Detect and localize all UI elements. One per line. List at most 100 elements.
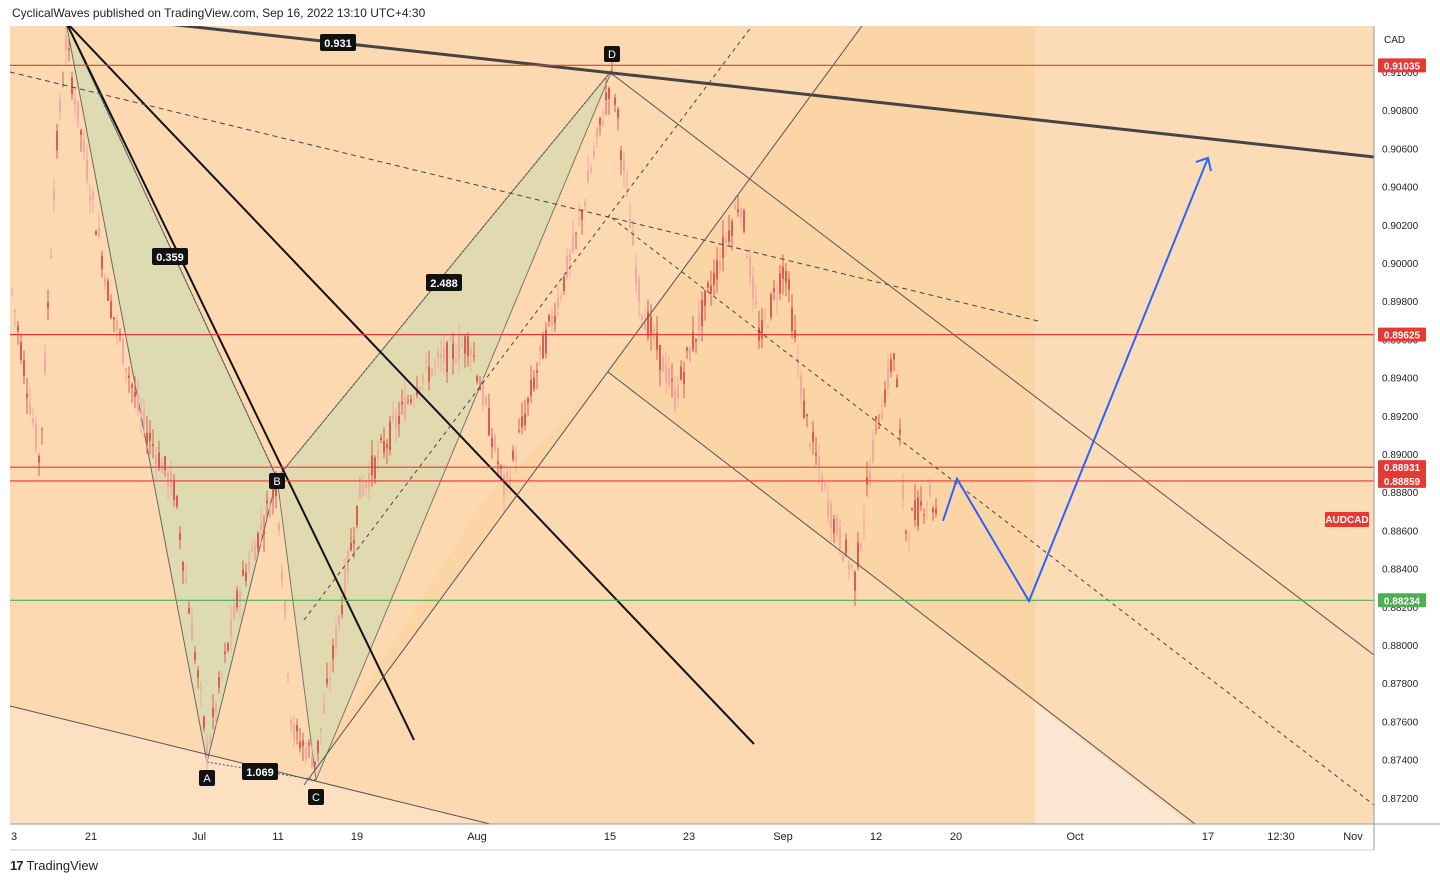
ratio-label-1[interactable]: 0.359 xyxy=(152,248,188,265)
y-tick-label: 0.90800 xyxy=(1382,106,1419,117)
candle-body xyxy=(491,437,493,448)
candle-body xyxy=(290,719,292,727)
candle-body xyxy=(26,393,28,398)
candle-body xyxy=(89,197,91,202)
candle-body xyxy=(704,290,706,306)
dashed-midline-lower[interactable] xyxy=(611,217,1374,806)
point-label: C xyxy=(312,792,320,804)
y-tick-label: 0.87600 xyxy=(1382,717,1419,728)
symbol-badge[interactable]: AUDCAD xyxy=(1325,512,1369,527)
candle-body xyxy=(581,210,583,220)
candle-body xyxy=(167,472,169,487)
candle-body xyxy=(596,128,598,138)
x-tick-label: 19 xyxy=(351,831,363,843)
candle-body xyxy=(236,590,238,608)
candle-body xyxy=(218,676,220,688)
channel-rising-edge[interactable] xyxy=(303,26,863,786)
candle-body xyxy=(533,377,535,389)
ratio-badge xyxy=(426,274,462,291)
projection-path[interactable] xyxy=(942,157,1209,604)
candle-body xyxy=(182,561,184,572)
candle-body xyxy=(422,374,424,381)
candle-body xyxy=(242,569,244,576)
candle-body xyxy=(509,477,511,488)
candle-body xyxy=(47,302,49,309)
candle-body xyxy=(743,210,745,232)
harmonic-point-d[interactable]: D xyxy=(604,46,620,62)
candle-body xyxy=(593,150,595,157)
ratio-label-0[interactable]: 0.931 xyxy=(320,34,356,51)
candle-body xyxy=(578,218,580,220)
candle-body xyxy=(641,315,643,320)
channel-upper[interactable] xyxy=(611,73,1374,656)
trendline-outer[interactable] xyxy=(66,22,755,745)
ratio-text: 0.359 xyxy=(156,252,184,264)
candle-body xyxy=(452,343,454,360)
candle-body xyxy=(314,761,316,766)
ratio-label-3[interactable]: 1.069 xyxy=(242,763,278,780)
candle-body xyxy=(488,407,490,436)
candle-body xyxy=(212,707,214,717)
candle-body xyxy=(782,266,784,279)
candle-body xyxy=(203,716,205,729)
candle-body xyxy=(479,386,481,391)
ratio-badge xyxy=(320,34,356,51)
ratio-label-2[interactable]: 2.488 xyxy=(426,274,462,291)
candle-body xyxy=(884,389,886,403)
y-tick-label: 0.88800 xyxy=(1382,488,1419,499)
harmonic-point-a[interactable]: A xyxy=(199,770,215,786)
y-tick-label: 0.90400 xyxy=(1382,183,1419,194)
currency-label: CAD xyxy=(1384,35,1405,46)
candle-body xyxy=(230,619,232,636)
candle-body xyxy=(617,109,619,118)
candle-body xyxy=(629,219,631,228)
candle-body xyxy=(140,411,142,419)
candle-body xyxy=(614,97,616,105)
harmonic-point-b[interactable]: B xyxy=(269,473,285,489)
price-badge-text: 0.89625 xyxy=(1384,331,1421,342)
trendline-x-leg[interactable] xyxy=(66,22,415,741)
symbol-badge-bg xyxy=(1325,512,1369,527)
candle-body xyxy=(806,414,808,417)
candle-body xyxy=(407,401,409,403)
candle-body xyxy=(812,431,814,442)
channel-fill[interactable] xyxy=(304,26,1374,824)
candle-body xyxy=(887,365,889,389)
candle-body xyxy=(770,294,772,318)
candle-body xyxy=(551,315,553,326)
candles xyxy=(11,26,937,778)
price-badge-bg xyxy=(1378,473,1426,488)
candle-body xyxy=(584,202,586,206)
candle-body xyxy=(788,279,790,290)
footer-brand[interactable]: 17 TradingView xyxy=(10,858,98,873)
channel-lower[interactable] xyxy=(607,371,1196,824)
candle-body xyxy=(716,260,718,280)
candle-body xyxy=(65,35,67,51)
candle-body xyxy=(845,539,847,554)
candle-body xyxy=(740,208,742,218)
candle-body xyxy=(341,605,343,615)
candle-body xyxy=(572,235,574,252)
candle-body xyxy=(809,443,811,447)
x-tick-label: Oct xyxy=(1066,831,1083,843)
candle-body xyxy=(59,100,61,113)
candle-body xyxy=(908,538,910,540)
candle-body xyxy=(374,457,376,479)
candle-body xyxy=(197,670,199,678)
harmonic-point-c[interactable]: C xyxy=(308,789,324,805)
brand-name: TradingView xyxy=(26,858,99,873)
candle-body xyxy=(428,366,430,382)
candle-body xyxy=(311,756,313,767)
projection-arrowhead xyxy=(1195,156,1212,172)
x-tick-label: 3 xyxy=(11,831,17,843)
candle-body xyxy=(647,311,649,337)
candle-body xyxy=(905,531,907,534)
candle-body xyxy=(626,182,628,185)
candle-body xyxy=(524,413,526,426)
candle-body xyxy=(914,500,916,521)
candle-body xyxy=(446,342,448,373)
candle-body xyxy=(683,371,685,385)
candle-body xyxy=(836,517,838,536)
candle-body xyxy=(755,300,757,305)
